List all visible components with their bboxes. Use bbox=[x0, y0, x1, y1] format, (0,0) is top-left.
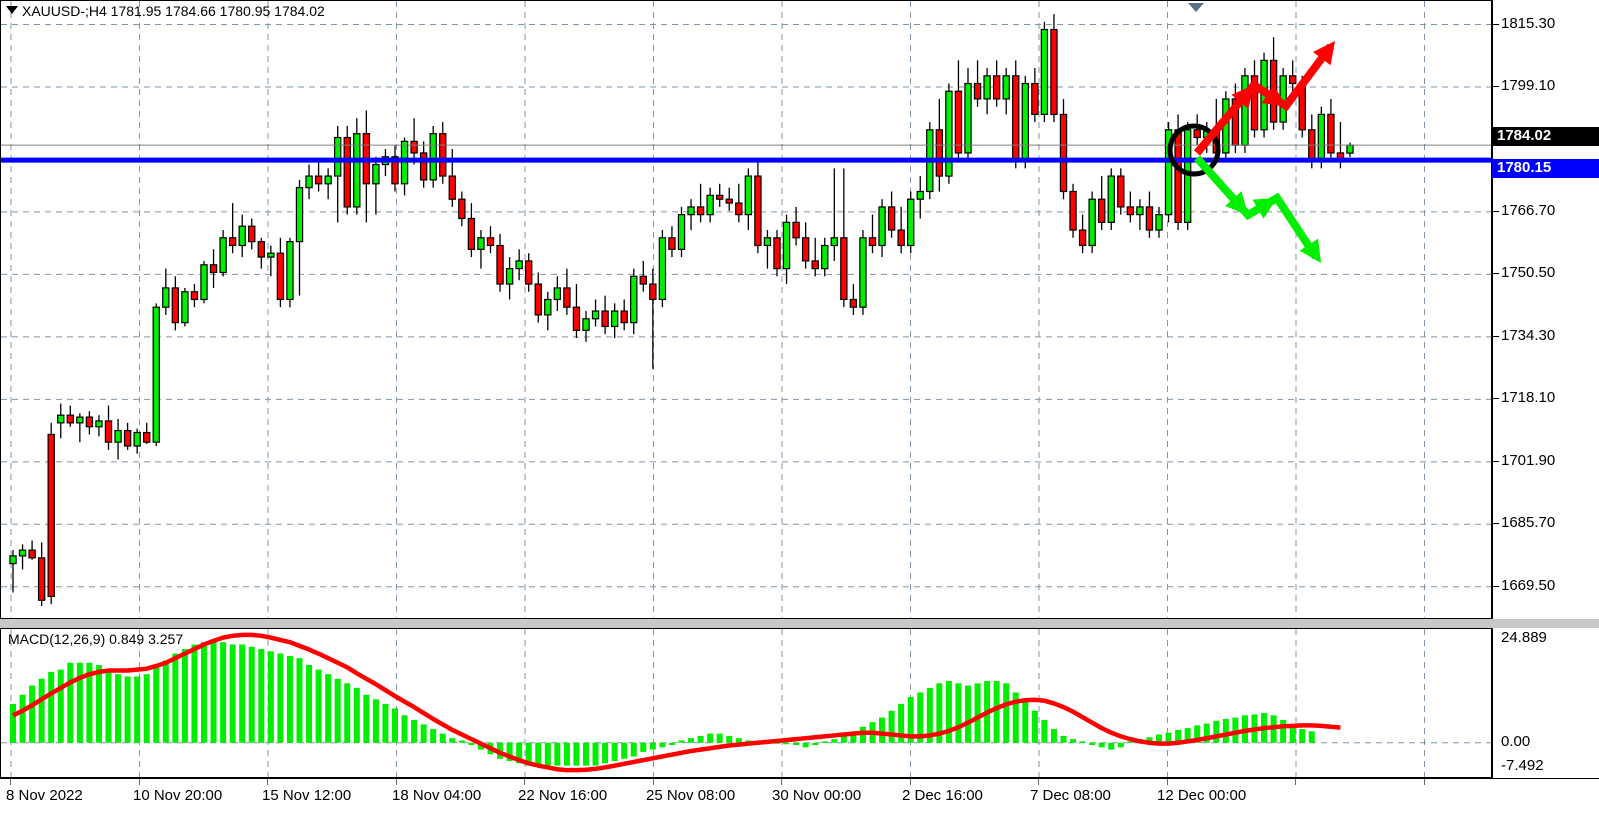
price-axis-label: 1750.50 bbox=[1501, 264, 1556, 282]
time-axis-label: 22 Nov 16:00 bbox=[518, 787, 608, 804]
bearish-scenario-arrow bbox=[1194, 155, 1321, 263]
price-axis-tick bbox=[1493, 210, 1499, 212]
time-axis-tick bbox=[652, 779, 654, 785]
candlestick-series bbox=[9, 14, 1354, 607]
price-axis-tick bbox=[1493, 273, 1499, 275]
price-axis-tick bbox=[1493, 585, 1499, 587]
price-axis-label: 1815.30 bbox=[1501, 14, 1556, 32]
grid-lines bbox=[1, 1, 1491, 618]
price-axis-tick bbox=[1493, 23, 1499, 25]
price-axis-label: 1669.50 bbox=[1501, 576, 1556, 594]
time-axis-label: 2 Dec 16:00 bbox=[902, 787, 983, 804]
panel-divider bbox=[0, 619, 1599, 628]
time-axis-tick bbox=[1423, 779, 1425, 785]
price-axis[interactable]: 1815.30 1799.10 1784.02 1780.15 1766.70 1750.… bbox=[1492, 0, 1599, 619]
time-axis-tick bbox=[1295, 779, 1296, 785]
macd-axis-label: 0.00 bbox=[1501, 732, 1531, 750]
time-axis-tick bbox=[524, 779, 525, 785]
price-axis-tick bbox=[1493, 398, 1499, 400]
macd-axis: 24.889 0.00 -7.492 bbox=[1492, 628, 1599, 778]
time-axis-tick bbox=[781, 779, 782, 785]
price-chart-panel[interactable] bbox=[0, 0, 1492, 619]
price-axis-label: 1766.70 bbox=[1501, 201, 1556, 219]
price-level-lines bbox=[1, 144, 1491, 163]
highlight-circle bbox=[1167, 123, 1221, 177]
analysis-annotations bbox=[1167, 41, 1335, 263]
macd-histogram bbox=[10, 639, 1315, 766]
time-axis-tick bbox=[10, 779, 11, 785]
price-axis-tick bbox=[1493, 523, 1499, 525]
time-axis-tick bbox=[1166, 779, 1168, 785]
time-axis-tick bbox=[138, 779, 140, 785]
triangle-down-icon[interactable] bbox=[6, 6, 18, 14]
time-axis-tick bbox=[909, 779, 911, 785]
price-chart-canvas bbox=[1, 1, 1491, 618]
time-axis-tick bbox=[1038, 779, 1039, 785]
price-axis-label: 1685.70 bbox=[1501, 514, 1556, 532]
macd-canvas bbox=[1, 629, 1491, 777]
time-axis-label: 15 Nov 12:00 bbox=[262, 787, 352, 804]
price-axis-label: 1734.30 bbox=[1501, 326, 1556, 344]
time-axis-tick bbox=[267, 779, 268, 785]
macd-axis-label: -7.492 bbox=[1501, 757, 1544, 774]
chart-title: XAUUSD-;H4 1781.95 1784.66 1780.95 1784.… bbox=[22, 3, 325, 19]
triangle-down-marker-icon bbox=[1188, 3, 1204, 12]
price-axis-label: 1799.10 bbox=[1501, 76, 1556, 94]
time-axis-label: 30 Nov 00:00 bbox=[772, 787, 862, 804]
time-axis[interactable]: 8 Nov 2022 10 Nov 20:00 15 Nov 12:00 18 Nov… bbox=[0, 778, 1599, 813]
time-axis-tick bbox=[395, 779, 397, 785]
macd-indicator-panel[interactable] bbox=[0, 628, 1492, 778]
time-axis-label: 8 Nov 2022 bbox=[6, 787, 83, 804]
time-axis-label: 25 Nov 08:00 bbox=[646, 787, 736, 804]
price-axis-tick bbox=[1493, 85, 1499, 87]
macd-signal-line bbox=[12, 632, 1341, 773]
bid-price-label: 1780.15 bbox=[1492, 159, 1599, 179]
price-axis-tick bbox=[1493, 460, 1499, 462]
macd-axis-label: 24.889 bbox=[1501, 629, 1547, 646]
time-axis-label: 12 Dec 00:00 bbox=[1157, 787, 1247, 804]
price-axis-label: 1718.10 bbox=[1501, 389, 1556, 407]
price-axis-tick bbox=[1493, 335, 1499, 337]
time-axis-label: 10 Nov 20:00 bbox=[133, 787, 223, 804]
current-price-label: 1784.02 bbox=[1492, 127, 1599, 147]
macd-title: MACD(12,26,9) 0.849 3.257 bbox=[8, 631, 184, 647]
time-axis-label: 7 Dec 08:00 bbox=[1030, 787, 1111, 804]
price-axis-label: 1701.90 bbox=[1501, 451, 1556, 469]
bullish-scenario-arrow bbox=[1193, 41, 1335, 156]
time-axis-label: 18 Nov 04:00 bbox=[392, 787, 482, 804]
